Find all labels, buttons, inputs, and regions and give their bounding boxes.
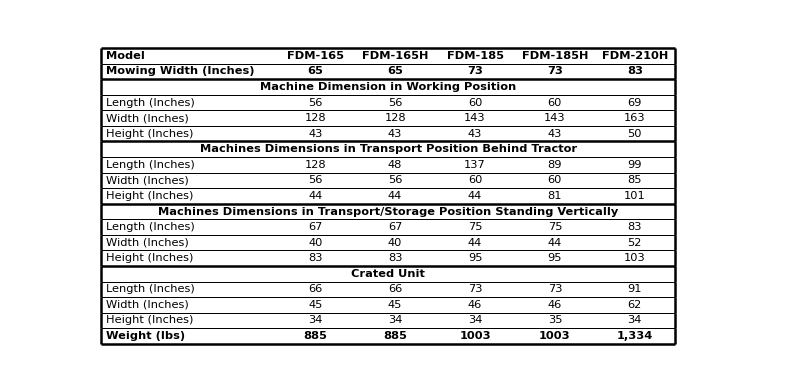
Text: 67: 67: [388, 222, 402, 232]
Text: 143: 143: [544, 113, 566, 123]
Text: 69: 69: [627, 97, 642, 107]
Text: Machine Dimension in Working Position: Machine Dimension in Working Position: [260, 82, 516, 92]
Text: Height (Inches): Height (Inches): [106, 191, 194, 201]
Text: Length (Inches): Length (Inches): [106, 160, 195, 170]
Text: 89: 89: [548, 160, 562, 170]
Text: 40: 40: [308, 237, 323, 248]
Text: 45: 45: [388, 300, 402, 310]
Text: 1003: 1003: [459, 331, 491, 341]
Text: 99: 99: [627, 160, 642, 170]
Text: 137: 137: [464, 160, 486, 170]
Text: 65: 65: [387, 66, 403, 76]
Text: 95: 95: [467, 253, 482, 263]
Text: Height (Inches): Height (Inches): [106, 253, 194, 263]
Text: 75: 75: [548, 222, 562, 232]
Text: 56: 56: [308, 175, 323, 185]
Text: FDM-185H: FDM-185H: [522, 51, 588, 61]
Text: 83: 83: [308, 253, 323, 263]
Text: 34: 34: [467, 315, 482, 326]
Text: 35: 35: [548, 315, 562, 326]
Text: 73: 73: [548, 284, 562, 294]
Text: Width (Inches): Width (Inches): [106, 300, 189, 310]
Text: 46: 46: [468, 300, 482, 310]
Text: Length (Inches): Length (Inches): [106, 284, 195, 294]
Text: 56: 56: [388, 175, 402, 185]
Text: 40: 40: [388, 237, 402, 248]
Text: 43: 43: [308, 129, 323, 139]
Text: Height (Inches): Height (Inches): [106, 315, 194, 326]
Text: 83: 83: [388, 253, 402, 263]
Text: 56: 56: [308, 97, 323, 107]
Text: Width (Inches): Width (Inches): [106, 113, 189, 123]
Text: 91: 91: [627, 284, 642, 294]
Text: Width (Inches): Width (Inches): [106, 237, 189, 248]
Text: 83: 83: [626, 66, 643, 76]
Text: Height (Inches): Height (Inches): [106, 129, 194, 139]
Text: 56: 56: [388, 97, 402, 107]
Text: FDM-165: FDM-165: [286, 51, 344, 61]
Text: 44: 44: [388, 191, 402, 201]
Text: 44: 44: [468, 191, 482, 201]
Text: 60: 60: [548, 97, 562, 107]
Text: 43: 43: [388, 129, 402, 139]
Text: 75: 75: [467, 222, 482, 232]
Text: FDM-185: FDM-185: [446, 51, 504, 61]
Text: 60: 60: [467, 175, 482, 185]
Text: 67: 67: [308, 222, 323, 232]
Text: 34: 34: [627, 315, 642, 326]
Text: 95: 95: [548, 253, 562, 263]
Text: 66: 66: [388, 284, 402, 294]
Text: 66: 66: [308, 284, 323, 294]
Text: 62: 62: [628, 300, 642, 310]
Text: 128: 128: [384, 113, 406, 123]
Text: Width (Inches): Width (Inches): [106, 175, 189, 185]
Text: 163: 163: [624, 113, 645, 123]
Text: 46: 46: [548, 300, 562, 310]
Text: Weight (lbs): Weight (lbs): [106, 331, 186, 341]
Text: 44: 44: [308, 191, 323, 201]
Text: 885: 885: [303, 331, 327, 341]
Text: 52: 52: [627, 237, 642, 248]
Text: 1,334: 1,334: [617, 331, 653, 341]
Text: Mowing Width (Inches): Mowing Width (Inches): [106, 66, 255, 76]
Text: 103: 103: [624, 253, 645, 263]
Text: 43: 43: [467, 129, 482, 139]
Text: 81: 81: [548, 191, 562, 201]
Text: 34: 34: [388, 315, 402, 326]
Text: 45: 45: [308, 300, 323, 310]
Text: Length (Inches): Length (Inches): [106, 222, 195, 232]
Text: 65: 65: [307, 66, 323, 76]
Text: 60: 60: [548, 175, 562, 185]
Text: 60: 60: [467, 97, 482, 107]
Text: 44: 44: [548, 237, 562, 248]
Text: Model: Model: [106, 51, 145, 61]
Text: 128: 128: [305, 160, 326, 170]
Text: 73: 73: [467, 66, 483, 76]
Text: 73: 73: [547, 66, 563, 76]
Text: 101: 101: [624, 191, 645, 201]
Text: FDM-165H: FDM-165H: [362, 51, 428, 61]
Text: 43: 43: [548, 129, 562, 139]
Text: 83: 83: [627, 222, 642, 232]
Text: Length (Inches): Length (Inches): [106, 97, 195, 107]
Text: 44: 44: [468, 237, 482, 248]
Text: 85: 85: [627, 175, 642, 185]
Text: 73: 73: [467, 284, 482, 294]
Text: FDM-210H: FDM-210H: [602, 51, 668, 61]
Text: Crated Unit: Crated Unit: [351, 269, 425, 279]
Text: 34: 34: [308, 315, 323, 326]
Text: 50: 50: [627, 129, 642, 139]
Text: 885: 885: [383, 331, 407, 341]
Text: 1003: 1003: [539, 331, 571, 341]
Text: 143: 143: [464, 113, 486, 123]
Text: Machines Dimensions in Transport Position Behind Tractor: Machines Dimensions in Transport Positio…: [200, 144, 577, 154]
Text: Machines Dimensions in Transport/Storage Position Standing Vertically: Machines Dimensions in Transport/Storage…: [158, 206, 619, 217]
Text: 128: 128: [305, 113, 326, 123]
Text: 48: 48: [388, 160, 402, 170]
